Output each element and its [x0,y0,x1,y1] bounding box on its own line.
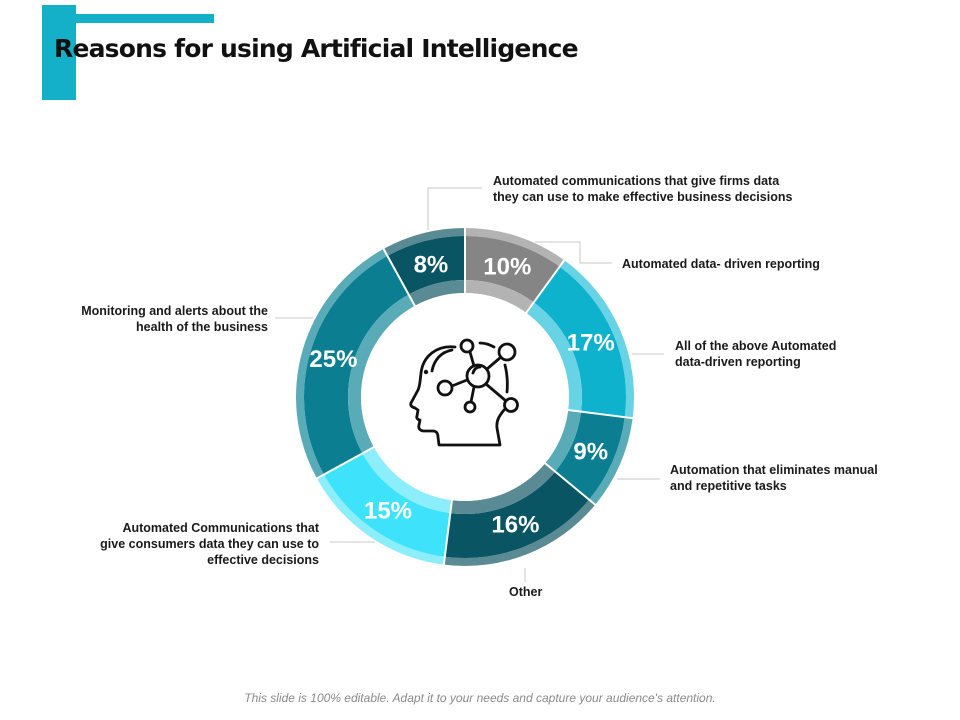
label-firms-communications: Automated communications that give firms… [493,173,792,205]
label-eliminates-manual-tasks: Automation that eliminates manual and re… [670,462,878,494]
label-data-driven-reporting: Automated data- driven reporting [622,257,820,271]
donut-segment [443,463,596,566]
donut-hole [361,293,569,501]
leader-lines [275,187,664,582]
segment-divider [442,499,454,566]
slice-percentage: 15% [364,497,412,524]
label-all-of-the-above: All of the above Automated data-driven r… [675,338,836,370]
label-line: data-driven reporting [675,355,801,369]
segment-divider [315,445,376,480]
donut-segment [545,410,633,505]
label-line: and repetitive tasks [670,479,787,493]
donut-segment [296,248,415,479]
ai-head-network-icon [409,338,519,447]
label-line: Automated Communications that [122,521,319,535]
donut-segment [465,228,565,313]
label-line: health of the business [136,320,268,334]
donut-segments [296,227,634,566]
title-accent-horizontal-bar [76,14,214,23]
label-line: All of the above Automated [675,339,837,353]
leader-line-firms [427,187,482,230]
label-line: Automation that eliminates manual [670,463,878,477]
label-consumer-communications: Automated Communications that give consu… [60,520,319,568]
slide-footer-note: This slide is 100% editable. Adapt it to… [244,691,716,705]
segment-divider [567,408,634,420]
percentage-labels: 10% 17% 9% 16% 15% 25% 8% [309,251,614,538]
donut-segment [383,228,465,306]
label-line: give consumers data they can use to [100,537,319,551]
label-monitoring-alerts: Monitoring and alerts about the health o… [40,303,268,335]
label-line: Automated communications that give firms… [493,174,780,188]
slide-title: Reasons for using Artificial Intelligenc… [54,34,579,63]
slice-percentage: 16% [491,511,539,538]
segment-divider [524,258,566,315]
label-line: effective decisions [207,553,319,567]
donut-segment [316,447,452,565]
slice-percentage: 8% [414,251,449,278]
label-other: Other [509,585,543,599]
slice-percentage: 9% [573,438,608,465]
label-line: Monitoring and alerts about the [81,304,268,318]
title-accent-vertical-bar [42,5,76,100]
segment-divider [543,461,597,507]
segment-divider [382,247,417,308]
slice-percentage: 10% [483,254,531,281]
leader-line-reporting [535,241,612,264]
label-line: they can use to make effective business … [493,190,793,204]
donut-segment [526,260,634,419]
slice-percentage: 25% [309,346,357,373]
slice-percentage: 17% [567,330,615,357]
